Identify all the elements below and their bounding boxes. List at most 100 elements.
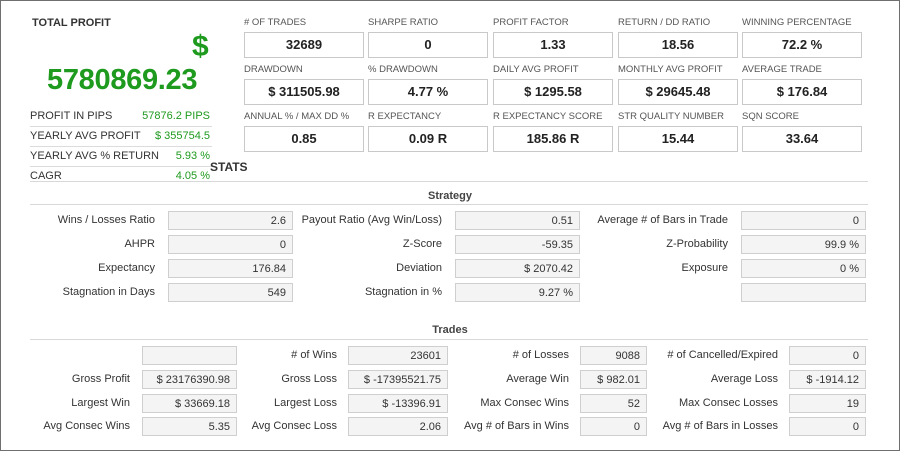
dollar-icon: $ bbox=[192, 30, 209, 63]
summary-value: 5.93 % bbox=[175, 150, 210, 162]
metric-label: SHARPE RATIO bbox=[368, 17, 439, 28]
summary-row: CAGR 4.05 % bbox=[30, 170, 212, 186]
total-profit-value: 5780869.23 bbox=[47, 64, 198, 96]
trade-value: $ 982.01 bbox=[580, 370, 647, 389]
stat-label: Deviation bbox=[396, 262, 442, 274]
trade-value: 0 bbox=[789, 346, 866, 365]
metric-label: R EXPECTANCY bbox=[368, 111, 442, 122]
metric-value: 1.33 bbox=[493, 32, 613, 58]
divider bbox=[30, 204, 868, 205]
metric-winning-percentage: WINNING PERCENTAGE 72.2 % bbox=[742, 17, 862, 58]
trade-label: Gross Profit bbox=[71, 373, 130, 385]
trade-label: # of Wins bbox=[291, 349, 337, 361]
summary-value: 4.05 % bbox=[175, 170, 210, 182]
metric-profit-factor: PROFIT FACTOR 1.33 bbox=[493, 17, 613, 58]
metric-label: SQN SCORE bbox=[742, 111, 800, 122]
metric-label: DAILY AVG PROFIT bbox=[493, 64, 579, 75]
trade-value: 9088 bbox=[580, 346, 647, 365]
trade-value: $ 23176390.98 bbox=[142, 370, 237, 389]
trade-label: Average Loss bbox=[710, 373, 778, 385]
stat-label: AHPR bbox=[124, 238, 155, 250]
divider bbox=[30, 181, 868, 182]
divider bbox=[30, 166, 212, 167]
metric-value: $ 311505.98 bbox=[244, 79, 364, 105]
metric-drawdown: DRAWDOWN $ 311505.98 bbox=[244, 64, 364, 105]
metric-label: % DRAWDOWN bbox=[368, 64, 438, 75]
summary-row: YEARLY AVG PROFIT $ 355754.5 bbox=[30, 130, 212, 146]
trade-label: Average Win bbox=[506, 373, 569, 385]
summary-row: PROFIT IN PIPS 57876.2 PIPS bbox=[30, 110, 212, 126]
stat-label: Expectancy bbox=[98, 262, 155, 274]
stats-title: STATS bbox=[210, 160, 248, 174]
trade-label: Max Consec Losses bbox=[678, 397, 778, 409]
stat-value: 176.84 bbox=[168, 259, 293, 278]
stat-label: Stagnation in Days bbox=[62, 286, 155, 298]
trade-label: Avg # of Bars in Losses bbox=[662, 420, 778, 432]
stat-label: Wins / Losses Ratio bbox=[57, 214, 155, 226]
stat-value: 0.51 bbox=[455, 211, 580, 230]
metric-label: RETURN / DD RATIO bbox=[618, 17, 711, 28]
metric-monthly-avg-profit: MONTHLY AVG PROFIT $ 29645.48 bbox=[618, 64, 738, 105]
divider bbox=[30, 146, 212, 147]
trade-value: $ -13396.91 bbox=[348, 394, 448, 413]
summary-label: YEARLY AVG % RETURN bbox=[30, 150, 159, 162]
metric-pct-drawdown: % DRAWDOWN 4.77 % bbox=[368, 64, 488, 105]
metric-sharpe-ratio: SHARPE RATIO 0 bbox=[368, 17, 488, 58]
metric-label: STR QUALITY NUMBER bbox=[618, 111, 724, 122]
divider bbox=[30, 339, 868, 340]
trades-title: Trades bbox=[432, 324, 468, 336]
metric-label: # OF TRADES bbox=[244, 17, 307, 28]
trade-label: Avg Consec Loss bbox=[251, 420, 337, 432]
stat-label: Stagnation in % bbox=[364, 286, 442, 298]
stat-value: 99.9 % bbox=[741, 235, 866, 254]
summary-label: YEARLY AVG PROFIT bbox=[30, 130, 141, 142]
summary-label: PROFIT IN PIPS bbox=[30, 110, 113, 122]
trade-value: $ -17395521.75 bbox=[348, 370, 448, 389]
total-profit-label: TOTAL PROFIT bbox=[32, 17, 111, 29]
metric-sqn-score: SQN SCORE 33.64 bbox=[742, 111, 862, 152]
stat-value: 549 bbox=[168, 283, 293, 302]
metric-r-expectancy: R EXPECTANCY 0.09 R bbox=[368, 111, 488, 152]
trade-label: Max Consec Wins bbox=[480, 397, 569, 409]
metric-value: 32689 bbox=[244, 32, 364, 58]
trade-label: Gross Loss bbox=[281, 373, 337, 385]
metric-daily-avg-profit: DAILY AVG PROFIT $ 1295.58 bbox=[493, 64, 613, 105]
metric-label: WINNING PERCENTAGE bbox=[742, 17, 852, 28]
trade-value: 23601 bbox=[348, 346, 448, 365]
metric-value: $ 29645.48 bbox=[618, 79, 738, 105]
metric-value: $ 176.84 bbox=[742, 79, 862, 105]
trade-value: 5.35 bbox=[142, 417, 237, 436]
metric-str-quality-number: STR QUALITY NUMBER 15.44 bbox=[618, 111, 738, 152]
stat-label: Exposure bbox=[681, 262, 728, 274]
stat-value: 0 bbox=[168, 235, 293, 254]
stat-value bbox=[741, 283, 866, 302]
metric-label: DRAWDOWN bbox=[244, 64, 303, 75]
metric-value: 18.56 bbox=[618, 32, 738, 58]
summary-row: YEARLY AVG % RETURN 5.93 % bbox=[30, 150, 212, 166]
trade-label: Largest Win bbox=[71, 397, 130, 409]
metric-annual-max-dd: ANNUAL % / MAX DD % 0.85 bbox=[244, 111, 364, 152]
metric-value: 0.85 bbox=[244, 126, 364, 152]
stat-value: $ 2070.42 bbox=[455, 259, 580, 278]
stat-value: 0 bbox=[741, 211, 866, 230]
trade-value: 2.06 bbox=[348, 417, 448, 436]
trade-value: $ 33669.18 bbox=[142, 394, 237, 413]
trade-value: 19 bbox=[789, 394, 866, 413]
metric-return-dd-ratio: RETURN / DD RATIO 18.56 bbox=[618, 17, 738, 58]
trade-label: Avg # of Bars in Wins bbox=[464, 420, 569, 432]
summary-value: $ 355754.5 bbox=[154, 130, 210, 142]
metric-label: MONTHLY AVG PROFIT bbox=[618, 64, 723, 75]
metric-value: 4.77 % bbox=[368, 79, 488, 105]
metric-value: 0.09 R bbox=[368, 126, 488, 152]
metric-r-expectancy-score: R EXPECTANCY SCORE 185.86 R bbox=[493, 111, 613, 152]
metric-label: R EXPECTANCY SCORE bbox=[493, 111, 603, 122]
stat-value: 2.6 bbox=[168, 211, 293, 230]
trade-value bbox=[142, 346, 237, 365]
divider bbox=[30, 126, 212, 127]
trade-value: 0 bbox=[789, 417, 866, 436]
stat-value: 9.27 % bbox=[455, 283, 580, 302]
stat-label: Z-Score bbox=[402, 238, 442, 250]
metric-value: 33.64 bbox=[742, 126, 862, 152]
summary-label: CAGR bbox=[30, 170, 62, 182]
stat-label: Z-Probability bbox=[666, 238, 728, 250]
